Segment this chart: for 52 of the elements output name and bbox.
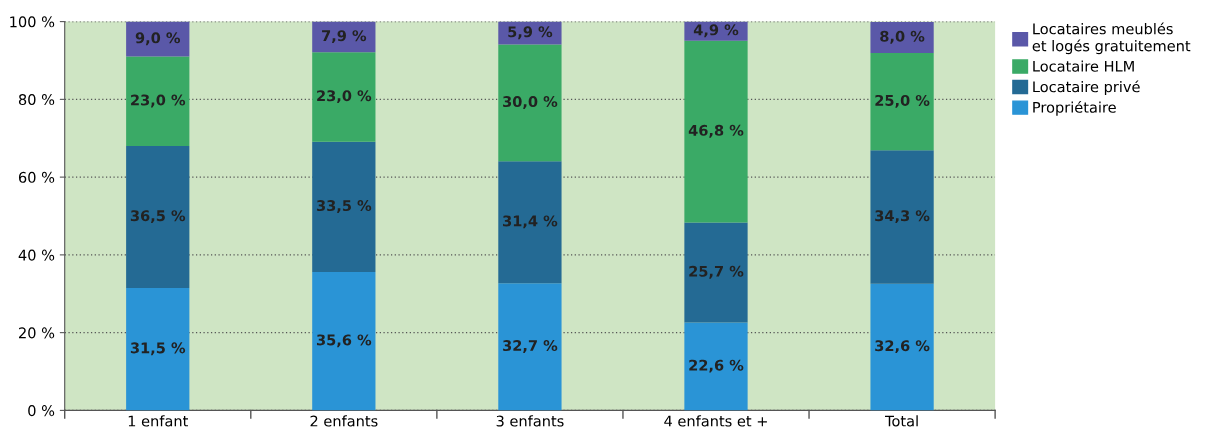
bar bbox=[312, 141, 376, 272]
data-label: 32,6 % bbox=[875, 340, 930, 354]
data-label: 22,6 % bbox=[689, 359, 744, 373]
bar bbox=[498, 44, 562, 162]
data-label: 8,0 % bbox=[880, 30, 925, 44]
data-label: 36,5 % bbox=[130, 210, 186, 224]
data-label: 46,8 % bbox=[688, 124, 744, 138]
data-label: 4,9 % bbox=[693, 24, 739, 38]
data-label: 33,5 % bbox=[316, 200, 372, 213]
x-tick-label: 3 enfants bbox=[496, 415, 564, 427]
data-label: 7,9 % bbox=[322, 30, 367, 44]
data-label: 5,9 % bbox=[508, 26, 553, 40]
x-tick-label: 2 enfants bbox=[310, 415, 378, 427]
y-tick-label: 80 % bbox=[18, 94, 55, 106]
bar bbox=[870, 283, 934, 411]
x-tick-label: Total bbox=[885, 415, 918, 427]
bar bbox=[498, 283, 562, 411]
bar bbox=[684, 222, 748, 323]
bar bbox=[126, 56, 190, 147]
x-tick-label: 1 enfant bbox=[128, 415, 188, 427]
legend-label: Locataires meublés et logés gratuitement bbox=[1032, 22, 1191, 55]
bar bbox=[870, 150, 934, 284]
y-tick-label: 100 % bbox=[10, 16, 55, 28]
data-label: 23,0 % bbox=[131, 94, 186, 108]
bar bbox=[126, 146, 190, 288]
data-label: 25,7 % bbox=[689, 265, 744, 279]
bar bbox=[312, 271, 376, 411]
bar bbox=[498, 161, 562, 284]
bar bbox=[126, 21, 190, 57]
y-tick-label: 40 % bbox=[18, 249, 55, 261]
legend-label: Locataire privé bbox=[1033, 80, 1140, 96]
bar bbox=[126, 287, 190, 411]
data-label: 9,0 % bbox=[135, 32, 181, 46]
y-tick-label: 0 % bbox=[28, 405, 55, 417]
legend-label: Locataire HLM bbox=[1033, 60, 1134, 72]
bar bbox=[312, 52, 376, 142]
bar bbox=[684, 322, 748, 411]
data-label: 34,3 % bbox=[875, 210, 930, 224]
data-label: 32,7 % bbox=[503, 340, 558, 353]
data-label: 23,0 % bbox=[317, 90, 372, 104]
x-tick-label: 4 enfants et + bbox=[664, 415, 767, 427]
data-label: 30,0 % bbox=[503, 96, 558, 109]
data-label: 25,0 % bbox=[875, 94, 930, 108]
data-label: 31,5 % bbox=[130, 342, 186, 356]
data-label: 31,4 % bbox=[503, 215, 558, 229]
legend-label: Propriétaire bbox=[1033, 100, 1116, 116]
bar bbox=[684, 40, 748, 223]
data-label: 35,6 % bbox=[316, 334, 372, 348]
y-tick-label: 20 % bbox=[19, 327, 55, 339]
bar bbox=[870, 53, 934, 151]
bar bbox=[870, 21, 934, 54]
y-tick-label: 60 % bbox=[18, 171, 55, 183]
